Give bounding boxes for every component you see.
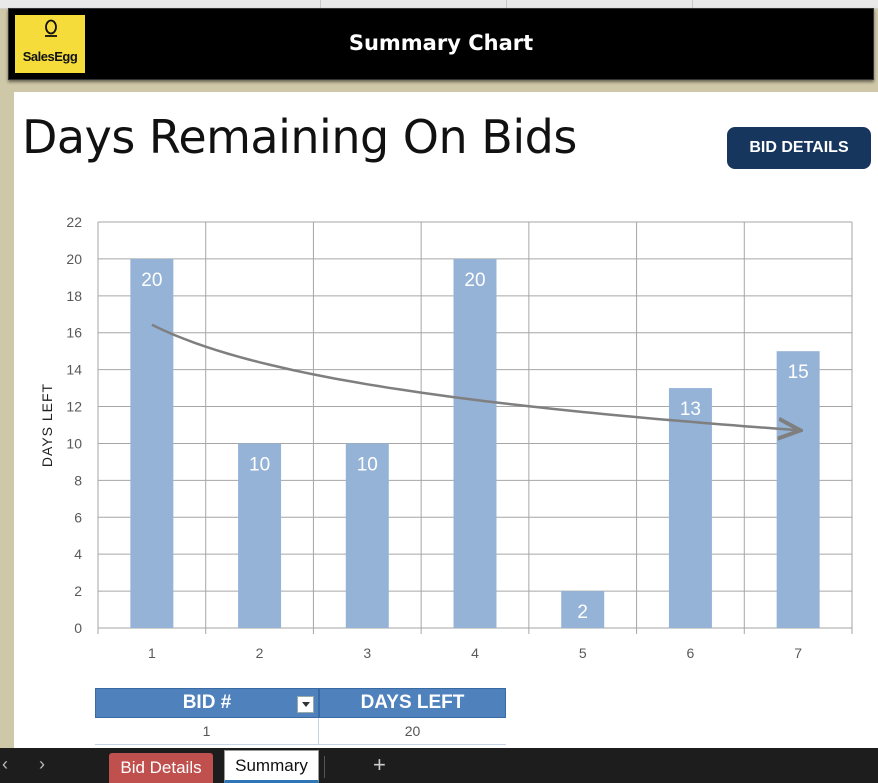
bar [561, 591, 605, 628]
data-label: 20 [464, 270, 485, 291]
bar [776, 351, 820, 628]
x-tick-label: 1 [148, 645, 156, 661]
bar [668, 388, 712, 628]
x-tick-label: 4 [471, 645, 479, 661]
y-tick-label: 4 [74, 546, 82, 562]
trendline [151, 323, 798, 431]
tab-summary[interactable]: Summary [224, 750, 319, 783]
x-tick-label: 3 [363, 645, 371, 661]
table-row: 1 20 [95, 718, 506, 745]
x-tick-label: 2 [256, 645, 264, 661]
data-label: 15 [788, 362, 809, 383]
x-tick-label: 6 [687, 645, 695, 661]
sheet-tab-bar: ‹ › Bid Details Summary + [0, 748, 878, 783]
tab-divider [324, 756, 325, 778]
cell-days-left[interactable]: 20 [404, 723, 421, 739]
tab-bid-details[interactable]: Bid Details [109, 753, 213, 783]
y-tick-label: 18 [66, 288, 82, 304]
bar [345, 443, 389, 628]
table-header-row: BID # DAYS LEFT [95, 688, 506, 718]
x-tick-label: 5 [579, 645, 587, 661]
header-title: Summary Chart [348, 31, 534, 55]
logo-text: SalesEgg [22, 49, 78, 64]
egg-icon [45, 19, 57, 37]
sheet-area: Days Remaining On Bids BID DETAILS 0 2 4 6 8… [14, 92, 878, 748]
chevron-right-icon[interactable]: › [39, 754, 45, 774]
days-left-bar-chart: 0 2 4 6 8 10 12 14 16 18 20 22 20 1 10 2 10 3 20 4 2 5 13 6 15 7 D… [39, 214, 853, 661]
bid-details-button[interactable]: BID DETAILS [727, 127, 871, 169]
chevron-left-icon[interactable]: ‹ [2, 754, 8, 774]
y-tick-label: 12 [66, 399, 82, 415]
y-tick-label: 22 [66, 214, 82, 230]
y-tick-label: 16 [66, 325, 82, 341]
y-tick-label: 10 [66, 435, 82, 451]
bids-table: BID # DAYS LEFT 1 20 [95, 688, 506, 745]
data-label: 10 [249, 454, 270, 475]
y-tick-label: 2 [74, 583, 82, 599]
data-label: 2 [577, 602, 588, 623]
header-days-left[interactable]: DAYS LEFT [319, 688, 506, 718]
data-label: 10 [357, 454, 378, 475]
bar [130, 258, 174, 628]
filter-dropdown-icon[interactable] [297, 696, 314, 713]
y-tick-label: 8 [74, 472, 82, 488]
data-label: 20 [141, 270, 162, 291]
y-tick-label: 6 [74, 509, 82, 525]
data-label: 13 [680, 399, 701, 420]
y-tick-label: 0 [74, 620, 82, 636]
bar [453, 258, 497, 628]
bar [238, 443, 282, 628]
add-sheet-icon[interactable]: + [373, 752, 386, 777]
page-title: Days Remaining On Bids [22, 110, 577, 164]
y-tick-label: 20 [66, 251, 82, 267]
y-tick-label: 14 [66, 362, 82, 378]
header-bid-number[interactable]: BID # [95, 688, 319, 718]
header-days-left-label: DAYS LEFT [360, 692, 465, 713]
header-banner: SalesEgg Summary Chart [8, 8, 874, 80]
salesegg-logo: SalesEgg [15, 15, 85, 73]
x-tick-label: 7 [794, 645, 802, 661]
y-axis-label: DAYS LEFT [39, 383, 55, 467]
header-bid-number-label: BID # [182, 692, 232, 713]
cell-bid-number[interactable]: 1 [95, 718, 319, 744]
